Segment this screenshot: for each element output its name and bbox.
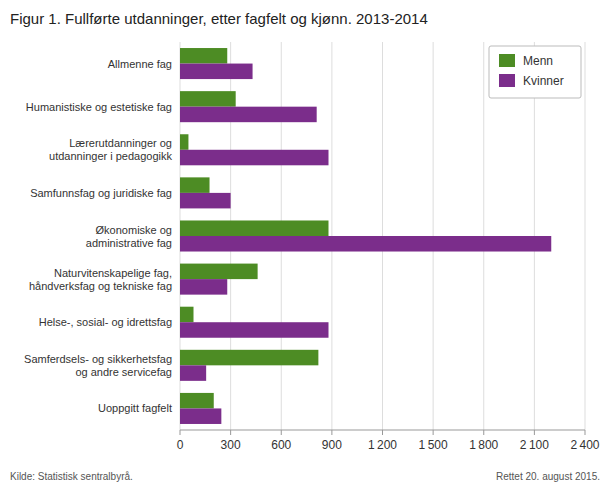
category-label: Naturvitenskapelige fag,håndverksfag og … bbox=[29, 267, 172, 292]
tick-label: 900 bbox=[322, 438, 342, 452]
tick-label: 2 400 bbox=[570, 438, 599, 452]
category-label: Lærerutdanninger ogutdanninger i pedagog… bbox=[49, 137, 172, 162]
tick-mark bbox=[483, 430, 484, 435]
bar bbox=[180, 150, 329, 166]
tick-mark bbox=[585, 430, 586, 435]
category-label: Samferdsels- og sikkerhetsfagog andre se… bbox=[24, 353, 172, 378]
tick-mark bbox=[433, 430, 434, 435]
category-label-line: Naturvitenskapelige fag, bbox=[54, 267, 172, 279]
bar bbox=[180, 350, 318, 366]
category-label-line: håndverksfag og tekniske fag bbox=[29, 280, 172, 292]
category-label-line: Økonomiske og bbox=[96, 224, 172, 236]
x-axis bbox=[180, 430, 585, 431]
bar bbox=[180, 264, 258, 280]
category-label-line: Uoppgitt fagfelt bbox=[98, 402, 172, 414]
legend-label: Kvinner bbox=[523, 74, 564, 88]
bar bbox=[180, 107, 317, 123]
category-label-line: Helse-, sosial- og idrettsfag bbox=[39, 316, 172, 328]
grid bbox=[180, 42, 585, 430]
tick-mark bbox=[180, 430, 181, 435]
bar bbox=[180, 365, 206, 381]
bar bbox=[180, 322, 329, 338]
tick-mark bbox=[331, 430, 332, 435]
category-label: Samfunnsfag og juridiske fag bbox=[30, 187, 172, 199]
bar bbox=[180, 307, 194, 323]
legend-label: Menn bbox=[523, 54, 553, 68]
legend-box bbox=[489, 46, 581, 98]
category-label-line: Allmenne fag bbox=[108, 58, 172, 70]
category-label: Økonomiske ogadministrative fag bbox=[86, 224, 172, 249]
bar bbox=[180, 279, 227, 295]
category-label: Uoppgitt fagfelt bbox=[98, 402, 172, 414]
bars bbox=[180, 48, 551, 424]
bar bbox=[180, 91, 236, 107]
tick-label: 600 bbox=[271, 438, 291, 452]
grid-line bbox=[585, 42, 586, 430]
bar bbox=[180, 393, 214, 409]
tick-label: 0 bbox=[177, 438, 184, 452]
tick-label: 1 200 bbox=[368, 438, 397, 452]
title: Figur 1. Fullførte utdanninger, etter fa… bbox=[10, 10, 428, 27]
category-label-line: Humanistiske og estetiske fag bbox=[26, 101, 172, 113]
bar bbox=[180, 193, 231, 209]
tick-mark bbox=[534, 430, 535, 435]
category-label-line: administrative fag bbox=[86, 237, 172, 249]
tick-label: 1 800 bbox=[469, 438, 498, 452]
tick-mark bbox=[281, 430, 282, 435]
tick-label: 1 500 bbox=[419, 438, 448, 452]
legend-swatch bbox=[499, 74, 515, 87]
category-label-line: utdanninger i pedagogikk bbox=[49, 150, 172, 162]
bar bbox=[180, 220, 329, 236]
tick-label: 300 bbox=[221, 438, 241, 452]
bar bbox=[180, 177, 210, 193]
legend: Menn Kvinner bbox=[489, 46, 581, 98]
annotation: Rettet 20. august 2015. bbox=[496, 471, 600, 482]
tick-mark bbox=[230, 430, 231, 435]
category-label: Allmenne fag bbox=[108, 58, 172, 70]
category-label: Humanistiske og estetiske fag bbox=[26, 101, 172, 113]
bar bbox=[180, 48, 227, 64]
bar bbox=[180, 236, 551, 252]
chart: Figur 1. Fullførte utdanninger, etter fa… bbox=[0, 0, 610, 488]
tick-label: 2 100 bbox=[520, 438, 549, 452]
tick-mark bbox=[382, 430, 383, 435]
bar bbox=[180, 64, 253, 80]
bar bbox=[180, 134, 188, 150]
background bbox=[0, 0, 610, 488]
category-label-line: Lærerutdanninger og bbox=[69, 137, 172, 149]
category-label: Helse-, sosial- og idrettsfag bbox=[39, 316, 172, 328]
category-label-line: og andre servicefag bbox=[75, 366, 172, 378]
legend-swatch bbox=[499, 54, 515, 67]
category-label-line: Samferdsels- og sikkerhetsfag bbox=[24, 353, 172, 365]
bar bbox=[180, 408, 221, 424]
annotation: Kilde: Statistisk sentralbyrå. bbox=[10, 471, 133, 482]
category-label-line: Samfunnsfag og juridiske fag bbox=[30, 187, 172, 199]
